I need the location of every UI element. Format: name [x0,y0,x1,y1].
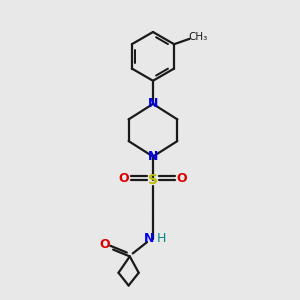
Text: S: S [148,173,158,187]
Text: O: O [118,172,129,185]
Text: N: N [148,98,158,110]
Text: N: N [148,150,158,163]
Text: H: H [157,232,167,245]
Text: CH₃: CH₃ [189,32,208,42]
Text: O: O [100,238,110,251]
Text: O: O [177,172,188,185]
Text: N: N [144,232,154,245]
